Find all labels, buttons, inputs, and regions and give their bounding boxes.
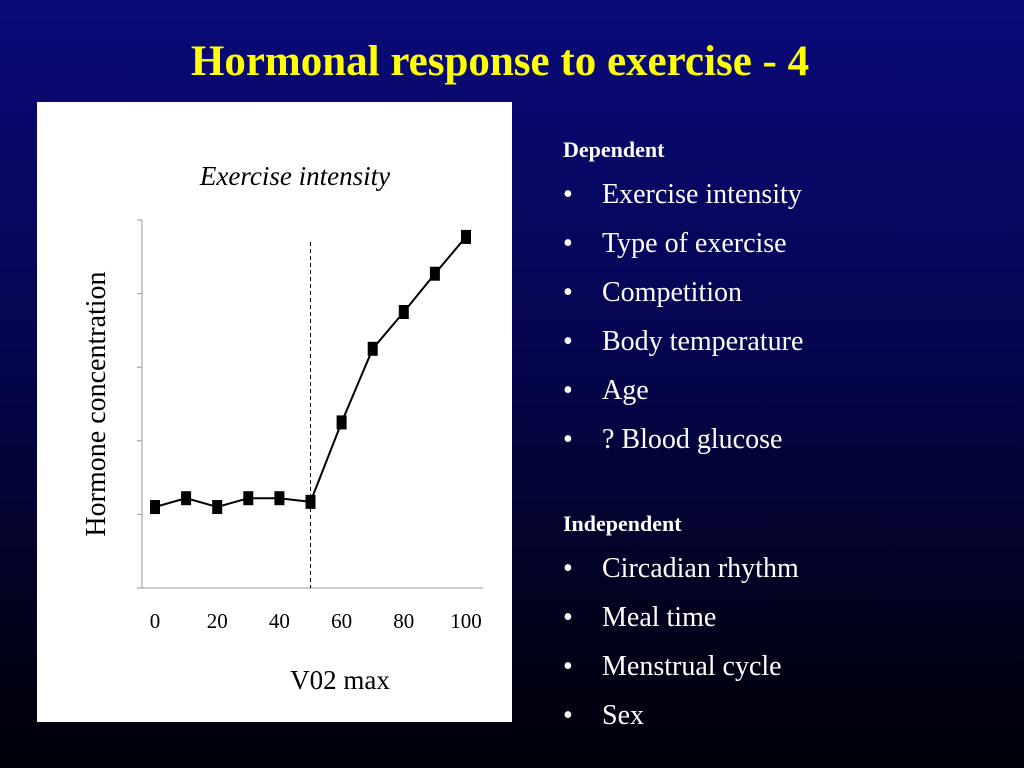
data-point: [461, 229, 471, 244]
x-tick-label: 0: [150, 609, 161, 633]
bullet-icon: •: [563, 602, 573, 633]
x-tick-label: 80: [393, 609, 414, 633]
dependent-item-label: Age: [602, 375, 649, 406]
y-axis-label: Hormone concentration: [81, 271, 112, 536]
data-point: [398, 305, 409, 319]
data-point: [305, 494, 316, 509]
bullet-icon: •: [563, 375, 573, 406]
data-point: [150, 500, 160, 515]
independent-item-label: Menstrual cycle: [602, 651, 782, 682]
data-point: [181, 491, 192, 506]
independent-item-label: Meal time: [602, 602, 717, 633]
bullet-icon: •: [563, 700, 573, 731]
dependent-item: • Competition: [563, 268, 1003, 317]
x-tick-label: 60: [331, 609, 352, 633]
independent-heading: Independent: [563, 511, 682, 536]
dependent-item-label: ? Blood glucose: [602, 424, 783, 455]
independent-item: • Sex: [563, 691, 1003, 740]
dependent-item: • ? Blood glucose: [563, 415, 1003, 464]
dependent-list: • Exercise intensity • Type of exercise • Com…: [563, 170, 1003, 464]
bullet-icon: •: [563, 179, 573, 210]
axes: [137, 219, 483, 589]
data-point: [429, 266, 440, 281]
independent-item: • Meal time: [563, 593, 1003, 642]
dependent-item-label: Competition: [602, 277, 742, 308]
data-point: [243, 491, 254, 506]
dependent-item-label: Body temperature: [602, 326, 804, 357]
factors-column: Dependent • Exercise intensity • Type of ex…: [563, 130, 1003, 740]
independent-item: • Circadian rhythm: [563, 544, 1003, 593]
independent-item: • Menstrual cycle: [563, 642, 1003, 691]
dependent-item: • Exercise intensity: [563, 170, 1003, 219]
bullet-icon: •: [563, 277, 573, 308]
x-axis-label: V02 max: [290, 665, 390, 695]
dependent-heading: Dependent: [563, 137, 665, 162]
data-point: [274, 491, 285, 506]
data-point: [336, 415, 347, 430]
independent-item-label: Sex: [602, 700, 644, 731]
independent-item-label: Circadian rhythm: [602, 553, 799, 584]
dependent-item-label: Type of exercise: [602, 228, 787, 259]
dependent-item: • Body temperature: [563, 317, 1003, 366]
x-tick-label: 40: [269, 609, 290, 633]
series-group: [150, 229, 471, 515]
data-point: [212, 500, 223, 515]
x-tick-label: 100: [450, 609, 482, 633]
dependent-item: • Age: [563, 366, 1003, 415]
dependent-item: • Type of exercise: [563, 219, 1003, 268]
x-tick-labels: 0 20 40 60 80 100: [150, 609, 482, 633]
independent-list: • Circadian rhythm • Meal time • Menstrual cy…: [563, 544, 1003, 740]
line-chart: Exercise intensity Hormone concentration…: [81, 161, 483, 695]
bullet-icon: •: [563, 228, 573, 259]
bullet-icon: •: [563, 326, 573, 357]
bullet-icon: •: [563, 424, 573, 455]
chart-title: Exercise intensity: [199, 161, 390, 191]
chart-panel: Exercise intensity Hormone concentration…: [37, 102, 512, 722]
data-point: [367, 341, 378, 356]
bullet-icon: •: [563, 553, 573, 584]
bullet-icon: •: [563, 651, 573, 682]
dependent-item-label: Exercise intensity: [602, 179, 802, 210]
x-tick-label: 20: [207, 609, 228, 633]
slide-title: Hormonal response to exercise - 4: [190, 38, 810, 85]
